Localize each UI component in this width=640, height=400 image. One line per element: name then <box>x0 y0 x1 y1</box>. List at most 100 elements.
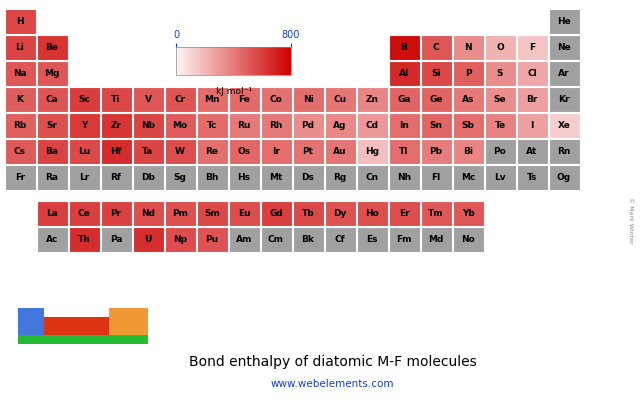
Bar <box>100 112 131 138</box>
Bar <box>324 226 355 252</box>
Text: Yb: Yb <box>461 208 474 218</box>
Bar <box>420 200 451 226</box>
Text: Ne: Ne <box>557 42 571 52</box>
Bar <box>324 164 355 190</box>
Text: Cm: Cm <box>268 234 284 244</box>
Bar <box>4 34 35 60</box>
Text: Gd: Gd <box>269 208 283 218</box>
Bar <box>36 112 67 138</box>
Bar <box>18 326 44 335</box>
Bar <box>516 138 547 164</box>
Bar <box>228 164 259 190</box>
Bar <box>228 226 259 252</box>
Text: S: S <box>497 68 503 78</box>
Bar <box>68 112 99 138</box>
Bar <box>516 86 547 112</box>
Text: Hf: Hf <box>110 146 122 156</box>
Text: Mt: Mt <box>269 172 283 182</box>
Bar <box>356 138 387 164</box>
Text: Y: Y <box>81 120 87 130</box>
Text: Co: Co <box>269 94 282 104</box>
Bar <box>196 164 227 190</box>
Bar <box>452 164 483 190</box>
Bar <box>100 200 131 226</box>
Bar <box>420 34 451 60</box>
Text: Rg: Rg <box>333 172 347 182</box>
Text: Ta: Ta <box>142 146 154 156</box>
Text: Ag: Ag <box>333 120 347 130</box>
Text: F: F <box>529 42 535 52</box>
Text: Mg: Mg <box>44 68 60 78</box>
Bar <box>516 112 547 138</box>
Bar <box>36 226 67 252</box>
Text: Cn: Cn <box>365 172 379 182</box>
Bar <box>420 164 451 190</box>
Bar <box>292 226 323 252</box>
Text: Mc: Mc <box>461 172 475 182</box>
Text: V: V <box>145 94 152 104</box>
Bar <box>100 86 131 112</box>
Bar <box>164 200 195 226</box>
Text: I: I <box>531 120 534 130</box>
Bar <box>452 138 483 164</box>
Text: Dy: Dy <box>333 208 347 218</box>
Bar <box>516 60 547 86</box>
Text: Eu: Eu <box>237 208 250 218</box>
Text: kJ mol⁻¹: kJ mol⁻¹ <box>216 87 252 96</box>
Bar <box>109 326 148 335</box>
Text: Nb: Nb <box>141 120 155 130</box>
Bar <box>356 226 387 252</box>
Bar <box>4 164 35 190</box>
Bar <box>484 34 515 60</box>
Text: N: N <box>464 42 472 52</box>
Text: At: At <box>526 146 538 156</box>
Bar <box>452 86 483 112</box>
Bar <box>388 164 419 190</box>
Text: Og: Og <box>557 172 571 182</box>
Bar <box>68 86 99 112</box>
Bar <box>4 86 35 112</box>
Text: Ga: Ga <box>397 94 411 104</box>
Text: Lu: Lu <box>78 146 90 156</box>
Text: Cd: Cd <box>365 120 378 130</box>
Text: Nh: Nh <box>397 172 411 182</box>
Bar <box>292 200 323 226</box>
Text: Lv: Lv <box>494 172 506 182</box>
Bar <box>388 200 419 226</box>
Text: Zr: Zr <box>111 120 122 130</box>
Bar <box>18 335 148 344</box>
Text: H: H <box>16 16 24 26</box>
Bar <box>324 138 355 164</box>
Bar <box>484 86 515 112</box>
Bar <box>484 112 515 138</box>
Text: Ce: Ce <box>77 208 90 218</box>
Bar <box>196 112 227 138</box>
Text: Pt: Pt <box>303 146 314 156</box>
Bar <box>68 138 99 164</box>
Bar <box>292 86 323 112</box>
Text: Cr: Cr <box>175 94 186 104</box>
Text: Ho: Ho <box>365 208 379 218</box>
Text: Au: Au <box>333 146 347 156</box>
Bar <box>109 308 148 317</box>
Text: Ca: Ca <box>45 94 58 104</box>
Bar <box>196 226 227 252</box>
Text: O: O <box>496 42 504 52</box>
Text: Tl: Tl <box>399 146 409 156</box>
Text: Re: Re <box>205 146 218 156</box>
Text: B: B <box>401 42 408 52</box>
Bar <box>196 86 227 112</box>
Bar <box>292 112 323 138</box>
Bar <box>132 226 163 252</box>
Text: Ir: Ir <box>272 146 280 156</box>
Bar <box>36 60 67 86</box>
Bar <box>260 226 291 252</box>
Text: Pb: Pb <box>429 146 442 156</box>
Text: As: As <box>462 94 474 104</box>
Text: Pd: Pd <box>301 120 314 130</box>
Text: Sr: Sr <box>47 120 58 130</box>
Bar <box>484 60 515 86</box>
Text: www.webelements.com: www.webelements.com <box>271 379 394 389</box>
Text: Rh: Rh <box>269 120 283 130</box>
Text: Tm: Tm <box>428 208 444 218</box>
